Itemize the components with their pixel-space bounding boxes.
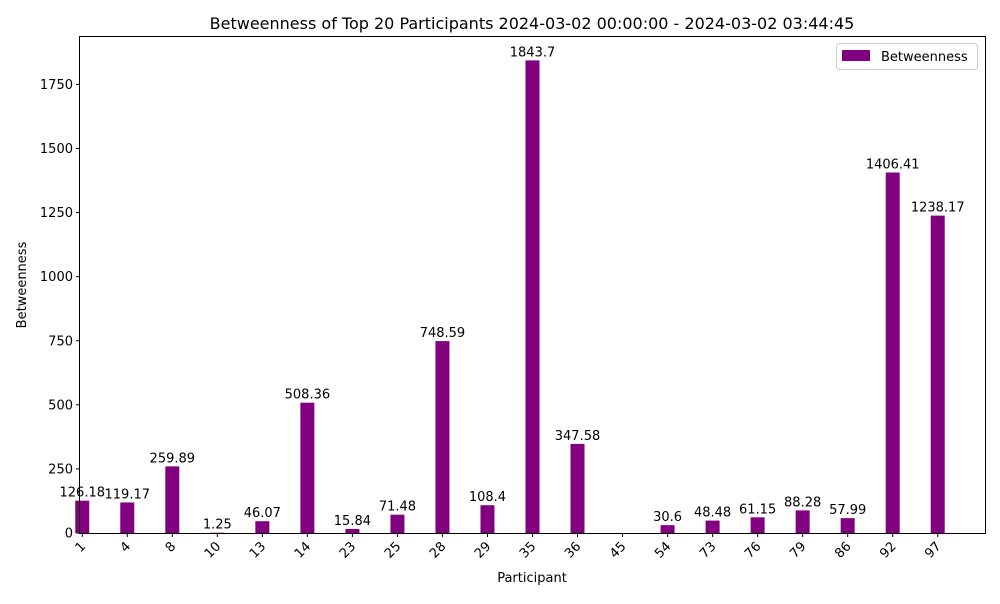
y-tick-label: 1500	[40, 142, 73, 157]
plot-area: 0 250 500 750 1000 1250 1500 1750 1 126.18 4 119.17…	[40, 45, 965, 561]
bar	[255, 521, 269, 533]
x-tick-label: 8	[163, 539, 179, 555]
bar	[751, 517, 765, 533]
data-label: 61.15	[739, 502, 776, 517]
data-label: 1238.17	[911, 201, 965, 216]
x-tick-label: 79	[787, 539, 809, 561]
x-tick-label: 13	[247, 539, 269, 561]
data-label: 57.99	[829, 503, 866, 518]
y-tick-label: 750	[48, 334, 73, 349]
x-tick-label: 73	[697, 539, 719, 561]
bar	[345, 529, 359, 533]
y-tick-label: 1250	[40, 206, 73, 221]
bar	[841, 518, 855, 533]
data-label: 48.48	[694, 506, 731, 521]
x-tick-label: 1	[73, 539, 89, 555]
x-tick-label: 36	[562, 539, 584, 561]
y-tick-label: 250	[48, 462, 73, 477]
bar	[390, 515, 404, 533]
bar	[120, 502, 134, 533]
data-label: 46.07	[244, 506, 281, 521]
legend: Betweenness	[837, 44, 978, 70]
data-label: 1406.41	[866, 157, 920, 172]
legend-swatch	[842, 50, 870, 61]
data-label: 1843.7	[510, 45, 556, 60]
x-axis-label: Participant	[497, 571, 567, 586]
x-tick-label: 54	[652, 539, 674, 561]
data-label: 15.84	[334, 514, 371, 529]
bar	[931, 216, 945, 533]
legend-label: Betweenness	[881, 50, 968, 65]
chart-title: Betweenness of Top 20 Participants 2024-…	[210, 14, 855, 33]
x-tick-label: 10	[202, 539, 224, 561]
x-tick-label: 14	[292, 539, 314, 561]
bar	[480, 505, 494, 533]
bar	[706, 521, 720, 533]
data-label: 748.59	[420, 326, 466, 341]
data-label: 347.58	[555, 429, 601, 444]
y-tick-label: 500	[48, 398, 73, 413]
data-label: 108.4	[469, 490, 506, 505]
bar	[796, 510, 810, 533]
x-tick-label: 4	[118, 539, 134, 555]
bar	[571, 444, 585, 533]
data-label: 126.18	[60, 486, 106, 501]
y-tick-label: 1000	[40, 270, 73, 285]
data-label: 119.17	[105, 487, 151, 502]
data-label: 508.36	[285, 388, 331, 403]
x-tick-label: 92	[877, 539, 899, 561]
y-tick-label: 0	[65, 527, 73, 542]
data-label: 1.25	[203, 518, 232, 533]
x-tick-label: 28	[427, 539, 449, 561]
x-tick-label: 86	[832, 539, 854, 561]
x-tick-label: 97	[922, 539, 944, 561]
bar	[75, 501, 89, 533]
y-axis-label: Betweenness	[15, 241, 30, 328]
bar	[886, 172, 900, 533]
x-tick-label: 29	[472, 539, 494, 561]
bar	[300, 403, 314, 533]
x-tick-label: 25	[382, 539, 404, 561]
bar	[661, 525, 675, 533]
bar	[526, 60, 540, 533]
x-tick-label: 35	[517, 539, 539, 561]
bar	[165, 466, 179, 533]
x-tick-label: 23	[337, 539, 359, 561]
data-label: 88.28	[784, 495, 821, 510]
data-label: 30.6	[653, 510, 682, 525]
bar	[435, 341, 449, 533]
data-label: 259.89	[150, 451, 196, 466]
x-tick-label: 76	[742, 539, 764, 561]
y-tick-label: 1750	[40, 78, 73, 93]
x-tick-label: 45	[607, 539, 629, 561]
data-label: 71.48	[379, 500, 416, 515]
